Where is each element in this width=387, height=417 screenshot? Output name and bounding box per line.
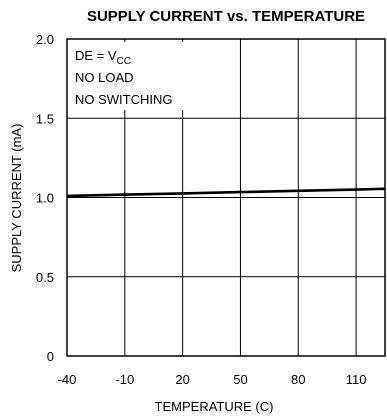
- y-tick-label: 1.5: [36, 111, 54, 126]
- x-tick-label: 110: [346, 372, 367, 387]
- annotation-vcc-subscript: CC: [117, 56, 131, 67]
- y-tick-label: 0.5: [36, 270, 54, 285]
- x-tick-label: -40: [58, 372, 77, 387]
- x-tick-label: 50: [233, 372, 247, 387]
- x-axis-label: TEMPERATURE (C): [155, 399, 274, 414]
- chart-title: SUPPLY CURRENT vs. TEMPERATURE: [87, 8, 365, 25]
- annotation-background: [72, 42, 184, 110]
- series-group: [66, 187, 386, 198]
- x-tick-label: -10: [115, 372, 134, 387]
- x-tick-label: 20: [175, 372, 189, 387]
- annotation-de-vcc: DE = V: [75, 48, 117, 63]
- plot-frame: [66, 38, 386, 357]
- y-axis-label: SUPPLY CURRENT (mA): [9, 124, 24, 273]
- y-tick-label: 2.0: [36, 32, 54, 47]
- y-tick-label: 1.0: [36, 191, 54, 206]
- annotation-no-load: NO LOAD: [75, 70, 134, 85]
- x-tick-labels: -40 -10 20 50 80 110: [58, 372, 367, 387]
- series-line-0: [66, 187, 386, 198]
- y-tick-label: 0: [47, 349, 54, 364]
- y-tick-labels: 0 0.5 1.0 1.5 2.0: [36, 32, 54, 364]
- condition-annotation: DE = VCC NO LOAD NO SWITCHING: [72, 42, 184, 110]
- annotation-line-1: DE = VCC: [75, 48, 131, 67]
- annotation-no-switching: NO SWITCHING: [75, 92, 173, 107]
- x-tick-label: 80: [291, 372, 305, 387]
